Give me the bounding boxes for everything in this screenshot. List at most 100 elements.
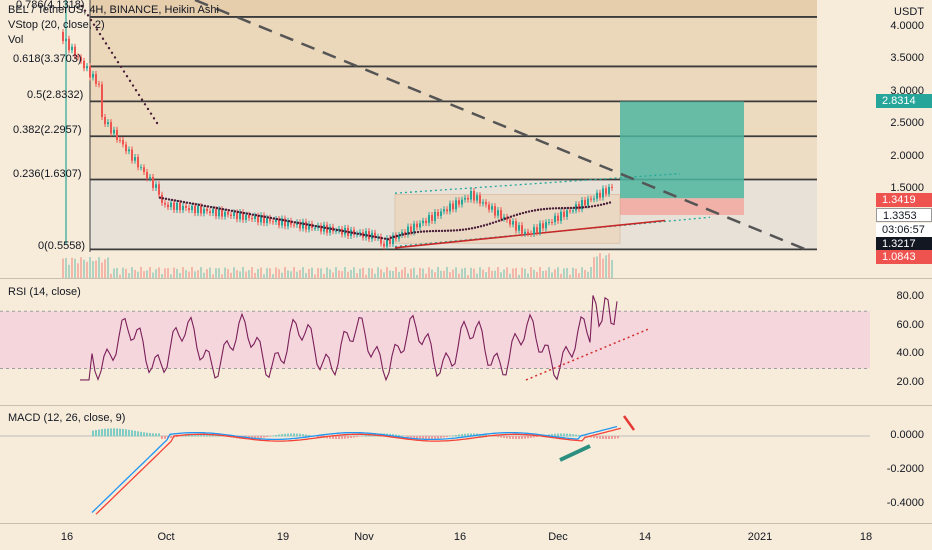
rsi-band — [0, 311, 870, 369]
macd-histogram-bar — [602, 436, 604, 439]
macd-histogram-bar — [410, 436, 412, 438]
macd-line — [91, 425, 618, 513]
vstop-dot — [476, 225, 480, 229]
volume-bar — [470, 267, 472, 278]
pane-separator[interactable] — [0, 405, 932, 406]
vstop-dot — [236, 210, 240, 214]
volume-bar — [593, 257, 595, 278]
macd-histogram-bar — [140, 431, 142, 437]
macd-histogram-bar — [554, 433, 556, 437]
volume-bar — [557, 267, 559, 278]
candle-body — [509, 219, 511, 225]
vstop-dot — [512, 214, 516, 217]
macd-histogram-bar — [359, 436, 361, 437]
vstop-dot — [515, 213, 519, 216]
vstop-legend[interactable]: VStop (20, close, 2) — [8, 19, 105, 31]
vstop-dot — [284, 219, 288, 222]
volume-bar — [602, 258, 604, 278]
volume-bar — [227, 269, 229, 278]
volume-bar — [77, 263, 79, 278]
vstop-dot — [200, 204, 204, 207]
candle-body — [425, 220, 427, 224]
vstop-dot — [497, 219, 501, 222]
vstop-dot — [527, 210, 531, 213]
candle-body — [80, 57, 82, 61]
vstop-dot — [542, 207, 546, 211]
vstop-dot — [443, 229, 447, 233]
candle-body — [434, 211, 436, 221]
candle-body — [467, 197, 469, 200]
vstop-dot — [263, 215, 267, 219]
macd-histogram-bar — [302, 434, 304, 437]
macd-histogram-bar — [266, 436, 268, 438]
candle-body — [83, 60, 85, 69]
vstop-dot — [155, 121, 159, 125]
fib-zone — [90, 16, 817, 67]
vstop-dot — [149, 112, 153, 115]
volume-bar — [386, 267, 388, 278]
volume-bar — [335, 267, 337, 278]
candle-body — [443, 209, 445, 212]
macd-histogram-bar — [617, 436, 619, 439]
candle-body — [305, 221, 307, 230]
candle-body — [593, 198, 595, 200]
vstop-dot — [485, 223, 489, 226]
candle-body — [269, 217, 271, 222]
volume-bar — [479, 267, 481, 278]
volume-bar — [530, 267, 532, 278]
vstop-dot — [281, 218, 285, 222]
vstop-dot — [452, 229, 456, 232]
macd-histogram-bar — [518, 436, 520, 440]
vstop-dot — [431, 229, 435, 233]
macd-histogram-bar — [170, 436, 172, 439]
pane-separator[interactable] — [0, 278, 932, 279]
volume-legend[interactable]: Vol — [8, 34, 24, 46]
volume-bar — [599, 253, 601, 278]
symbol-legend[interactable]: BEL / TetherUS, 4H, BINANCE, Heikin Ashi — [8, 4, 219, 16]
time-label: Oct — [157, 531, 175, 543]
macd-histogram-bar — [557, 433, 559, 437]
macd-histogram-bar — [347, 436, 349, 439]
vstop-dot — [590, 205, 594, 208]
candle-body — [458, 200, 460, 205]
volume-bar — [110, 273, 112, 278]
vstop-dot — [332, 228, 336, 231]
macd-histogram-bar — [569, 433, 571, 437]
candle-body — [455, 200, 457, 210]
candle-body — [581, 200, 583, 210]
volume-bar — [275, 267, 277, 278]
volume-bar — [332, 272, 334, 278]
candle-body — [284, 218, 286, 227]
macd-histogram-bar — [278, 434, 280, 437]
volume-bar — [71, 257, 73, 278]
rsi-legend[interactable]: RSI (14, close) — [8, 286, 81, 298]
candle-body — [224, 211, 226, 217]
volume-bar — [545, 270, 547, 278]
vstop-dot — [125, 75, 129, 78]
candle-body — [212, 209, 214, 214]
vstop-dot — [197, 203, 201, 207]
vstop-dot — [221, 208, 225, 211]
vstop-dot — [293, 221, 297, 224]
volume-bar — [581, 267, 583, 278]
macd-legend[interactable]: MACD (12, 26, close, 9) — [8, 412, 126, 424]
volume-bar — [563, 268, 565, 278]
vstop-dot — [233, 210, 237, 213]
fib-zone — [90, 0, 817, 17]
macd-histogram-bar — [530, 436, 532, 438]
candle-body — [488, 204, 490, 210]
volume-bar — [518, 274, 520, 278]
candle-body — [500, 210, 502, 219]
macd-histogram-bar — [563, 433, 565, 437]
vstop-dot — [209, 205, 213, 209]
candle-body — [542, 223, 544, 229]
candle-body — [383, 243, 385, 247]
candle-body — [239, 212, 241, 220]
vstop-dot — [113, 56, 117, 59]
volume-bar — [287, 270, 289, 278]
volume-bar — [65, 257, 67, 278]
volume-bar — [254, 272, 256, 278]
macd-histogram-bar — [398, 434, 400, 437]
